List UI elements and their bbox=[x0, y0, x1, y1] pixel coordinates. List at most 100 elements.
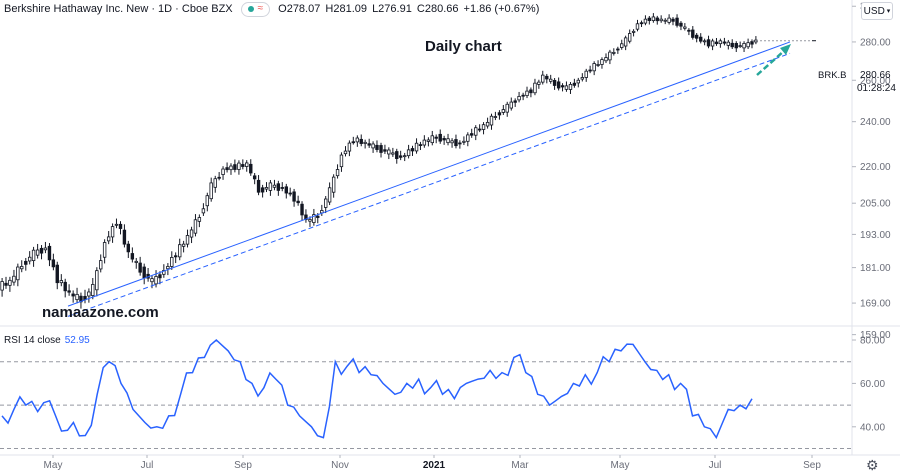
candle-body bbox=[489, 115, 494, 126]
candle-body bbox=[438, 133, 442, 142]
candle-body bbox=[454, 139, 458, 147]
candle-body bbox=[450, 140, 454, 144]
candle-body bbox=[154, 276, 158, 285]
ohlc-values: O278.07 H281.09 L276.91 C280.66 +1.86 (+… bbox=[278, 3, 539, 15]
candle-body bbox=[647, 17, 652, 21]
candle-body bbox=[225, 167, 229, 171]
open-value: O278.07 bbox=[278, 3, 321, 15]
candle-body bbox=[635, 23, 640, 30]
candle-body bbox=[280, 187, 284, 189]
candle-body bbox=[268, 182, 273, 191]
candle-body bbox=[430, 135, 434, 144]
candles-group bbox=[0, 13, 758, 309]
candle-body bbox=[746, 42, 750, 48]
candle-body bbox=[556, 81, 561, 89]
time-tick-label: Nov bbox=[331, 460, 349, 471]
candle-body bbox=[422, 139, 427, 146]
candle-body bbox=[706, 39, 711, 47]
candle-body bbox=[110, 226, 115, 238]
candle-body bbox=[316, 215, 320, 218]
candle-body bbox=[702, 40, 707, 43]
candle-body bbox=[470, 133, 474, 136]
candle-body bbox=[742, 43, 746, 49]
candle-body bbox=[651, 16, 656, 21]
candle-body bbox=[20, 266, 24, 270]
candle-body bbox=[221, 168, 225, 175]
candle-body bbox=[410, 148, 415, 152]
candle-body bbox=[533, 82, 537, 94]
candle-body bbox=[548, 78, 553, 82]
candle-body bbox=[102, 242, 107, 258]
candle-body bbox=[750, 41, 754, 45]
projection-arrow-line bbox=[756, 49, 786, 76]
candle-body bbox=[284, 186, 288, 194]
price-tick-label: 193.00 bbox=[860, 230, 891, 241]
candle-body bbox=[552, 79, 557, 86]
candle-body bbox=[379, 145, 383, 153]
candle-body bbox=[560, 85, 565, 88]
currency-select[interactable]: USD ▾ bbox=[861, 2, 893, 20]
time-tick-label: Jul bbox=[141, 460, 154, 471]
candle-body bbox=[359, 138, 363, 144]
time-tick-label: Sep bbox=[234, 460, 252, 471]
candle-body bbox=[513, 100, 517, 103]
time-tick-label: May bbox=[44, 460, 63, 471]
candle-body bbox=[426, 139, 431, 142]
candle-body bbox=[134, 260, 138, 263]
candle-body bbox=[276, 183, 281, 191]
candle-body bbox=[588, 69, 592, 72]
legend-header: Berkshire Hathaway Inc. New · 1D · Cboe … bbox=[4, 1, 539, 17]
candle-body bbox=[612, 51, 616, 54]
status-pill[interactable]: ≈ bbox=[240, 1, 271, 17]
candle-body bbox=[130, 253, 135, 260]
bar-countdown: 01:28:24 bbox=[857, 83, 896, 94]
candle-body bbox=[55, 264, 59, 284]
candle-body bbox=[91, 284, 95, 296]
candle-body bbox=[142, 266, 146, 279]
candle-body bbox=[343, 150, 348, 155]
candle-body bbox=[505, 103, 509, 113]
candle-body bbox=[35, 249, 40, 256]
candle-body bbox=[312, 214, 316, 223]
candle-body bbox=[592, 63, 596, 72]
candle-body bbox=[541, 74, 545, 83]
candle-body bbox=[537, 81, 541, 85]
candle-body bbox=[517, 96, 521, 101]
candle-body bbox=[458, 142, 462, 145]
candle-body bbox=[106, 236, 111, 242]
candle-body bbox=[213, 178, 217, 188]
time-tick-label: Sep bbox=[803, 460, 821, 471]
candle-body bbox=[726, 41, 731, 46]
candle-body bbox=[166, 266, 170, 270]
support-trendline bbox=[67, 41, 791, 307]
low-value: L276.91 bbox=[372, 3, 412, 15]
candle-body bbox=[241, 164, 245, 167]
candle-body bbox=[683, 26, 687, 29]
candle-body bbox=[714, 41, 719, 45]
gear-icon[interactable]: ⚙ bbox=[866, 457, 879, 473]
candle-body bbox=[485, 121, 490, 127]
time-tick-label: May bbox=[611, 460, 630, 471]
candle-body bbox=[229, 165, 233, 171]
candle-body bbox=[434, 136, 438, 139]
candle-body bbox=[604, 57, 608, 62]
candle-body bbox=[233, 164, 237, 170]
candle-body bbox=[201, 208, 206, 214]
candle-body bbox=[363, 141, 367, 144]
candle-body bbox=[710, 40, 715, 47]
candle-body bbox=[114, 223, 119, 226]
watermark: namaazone.com bbox=[42, 304, 159, 321]
rsi-name[interactable]: RSI 14 close bbox=[4, 335, 61, 346]
candle-body bbox=[572, 82, 577, 86]
price-tick-label: 260.00 bbox=[860, 76, 891, 87]
ticker-tag: BRK.B bbox=[818, 70, 847, 81]
candle-body bbox=[118, 223, 123, 229]
candle-body bbox=[173, 255, 178, 258]
chart-title: Daily chart bbox=[425, 38, 502, 55]
candle-body bbox=[126, 243, 131, 253]
candle-body bbox=[59, 280, 64, 284]
candle-body bbox=[335, 169, 340, 177]
symbol-label[interactable]: Berkshire Hathaway Inc. New · 1D · Cboe … bbox=[4, 3, 233, 15]
candle-body bbox=[371, 143, 375, 149]
